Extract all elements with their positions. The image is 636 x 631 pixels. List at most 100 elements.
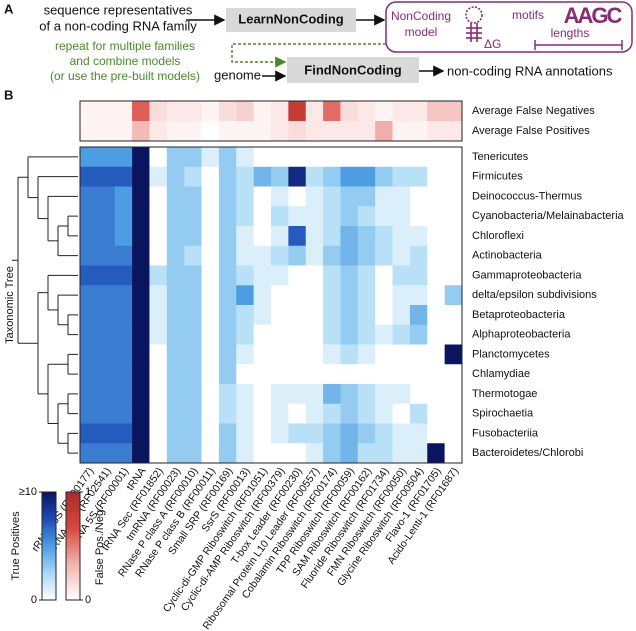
cell — [305, 324, 324, 345]
colorbar-step — [42, 597, 56, 601]
cell — [218, 305, 237, 326]
cell — [340, 147, 359, 168]
cell — [80, 364, 98, 385]
cell — [392, 186, 411, 207]
cell — [340, 245, 359, 266]
cell — [323, 403, 341, 424]
cell — [357, 324, 376, 345]
cell — [97, 403, 116, 424]
cell — [444, 305, 463, 326]
cell — [392, 285, 411, 306]
cell — [409, 265, 428, 286]
colorbar-step — [42, 589, 56, 593]
cell — [236, 226, 254, 247]
cell — [271, 206, 289, 227]
colorbar-step — [66, 527, 80, 531]
summary-cell — [201, 121, 220, 142]
cell — [97, 265, 116, 286]
cell — [218, 364, 237, 385]
cell — [271, 423, 289, 444]
cell — [427, 147, 445, 168]
colorbar-step — [66, 586, 80, 590]
cell — [375, 344, 393, 365]
cell — [132, 324, 150, 345]
cell — [375, 226, 393, 247]
cell — [288, 344, 307, 365]
repeat-text: (or use the pre-built models) — [50, 69, 200, 83]
cell — [201, 423, 220, 444]
cell — [149, 403, 168, 424]
cell — [409, 423, 428, 444]
cell — [201, 324, 220, 345]
cell — [375, 265, 393, 286]
cell — [236, 384, 254, 405]
colorbar-step — [66, 529, 80, 533]
cell — [271, 384, 289, 405]
row-label: Deinococcus-Thermus — [472, 190, 583, 202]
colorbar-step — [66, 537, 80, 541]
cell — [375, 324, 393, 345]
cell — [149, 265, 168, 286]
summary-cell — [305, 121, 324, 142]
cell — [271, 285, 289, 306]
cell — [340, 166, 359, 187]
cell — [427, 305, 445, 326]
cell — [323, 206, 341, 227]
cell — [409, 403, 428, 424]
cell — [132, 305, 150, 326]
cell — [253, 324, 272, 345]
cell — [340, 206, 359, 227]
cell — [166, 285, 185, 306]
cell — [184, 344, 202, 365]
summary-label: Average False Positives — [472, 125, 590, 137]
colorbar-step — [66, 578, 80, 582]
cell — [323, 305, 341, 326]
row-label: delta/epsilon subdivisions — [472, 289, 597, 301]
input-text: sequence representatives — [44, 2, 193, 17]
colorbar-step — [66, 570, 80, 574]
cell — [305, 384, 324, 405]
cell — [201, 226, 220, 247]
colorbar-tick-label: ≥10 — [19, 486, 37, 498]
summary-frame — [79, 100, 463, 142]
motif-letters: AAGC — [564, 3, 623, 28]
cell — [444, 423, 463, 444]
cell — [149, 324, 168, 345]
cell — [409, 364, 428, 385]
cell — [80, 245, 98, 266]
cell — [236, 403, 254, 424]
summary-cell — [323, 101, 341, 122]
colorbar-step — [42, 521, 56, 525]
cell — [288, 423, 307, 444]
cell — [392, 384, 411, 405]
colorbar-step — [66, 494, 80, 498]
cell — [132, 403, 150, 424]
cell — [201, 285, 220, 306]
row-label: Gammaproteobacteria — [472, 269, 582, 281]
summary-cell — [80, 101, 98, 122]
cell — [218, 423, 237, 444]
colorbar-step — [66, 581, 80, 585]
cell — [375, 245, 393, 266]
summary-cell — [305, 101, 324, 122]
cell — [149, 285, 168, 306]
cell — [218, 265, 237, 286]
panel-label: A — [4, 1, 14, 16]
colorbar-step — [66, 564, 80, 568]
cell — [218, 166, 237, 187]
cell — [271, 226, 289, 247]
cell — [97, 364, 116, 385]
cell — [114, 443, 133, 464]
colorbar-step — [42, 551, 56, 555]
summary-cell — [323, 121, 341, 142]
colorbar-step — [42, 535, 56, 539]
cell — [375, 206, 393, 227]
row-label: Spirochaetia — [472, 408, 534, 420]
cell — [392, 147, 411, 168]
cell — [357, 403, 376, 424]
cell — [166, 423, 185, 444]
cell — [340, 403, 359, 424]
colorbar-step — [66, 551, 80, 555]
colorbar-step — [66, 505, 80, 509]
cell — [357, 226, 376, 247]
